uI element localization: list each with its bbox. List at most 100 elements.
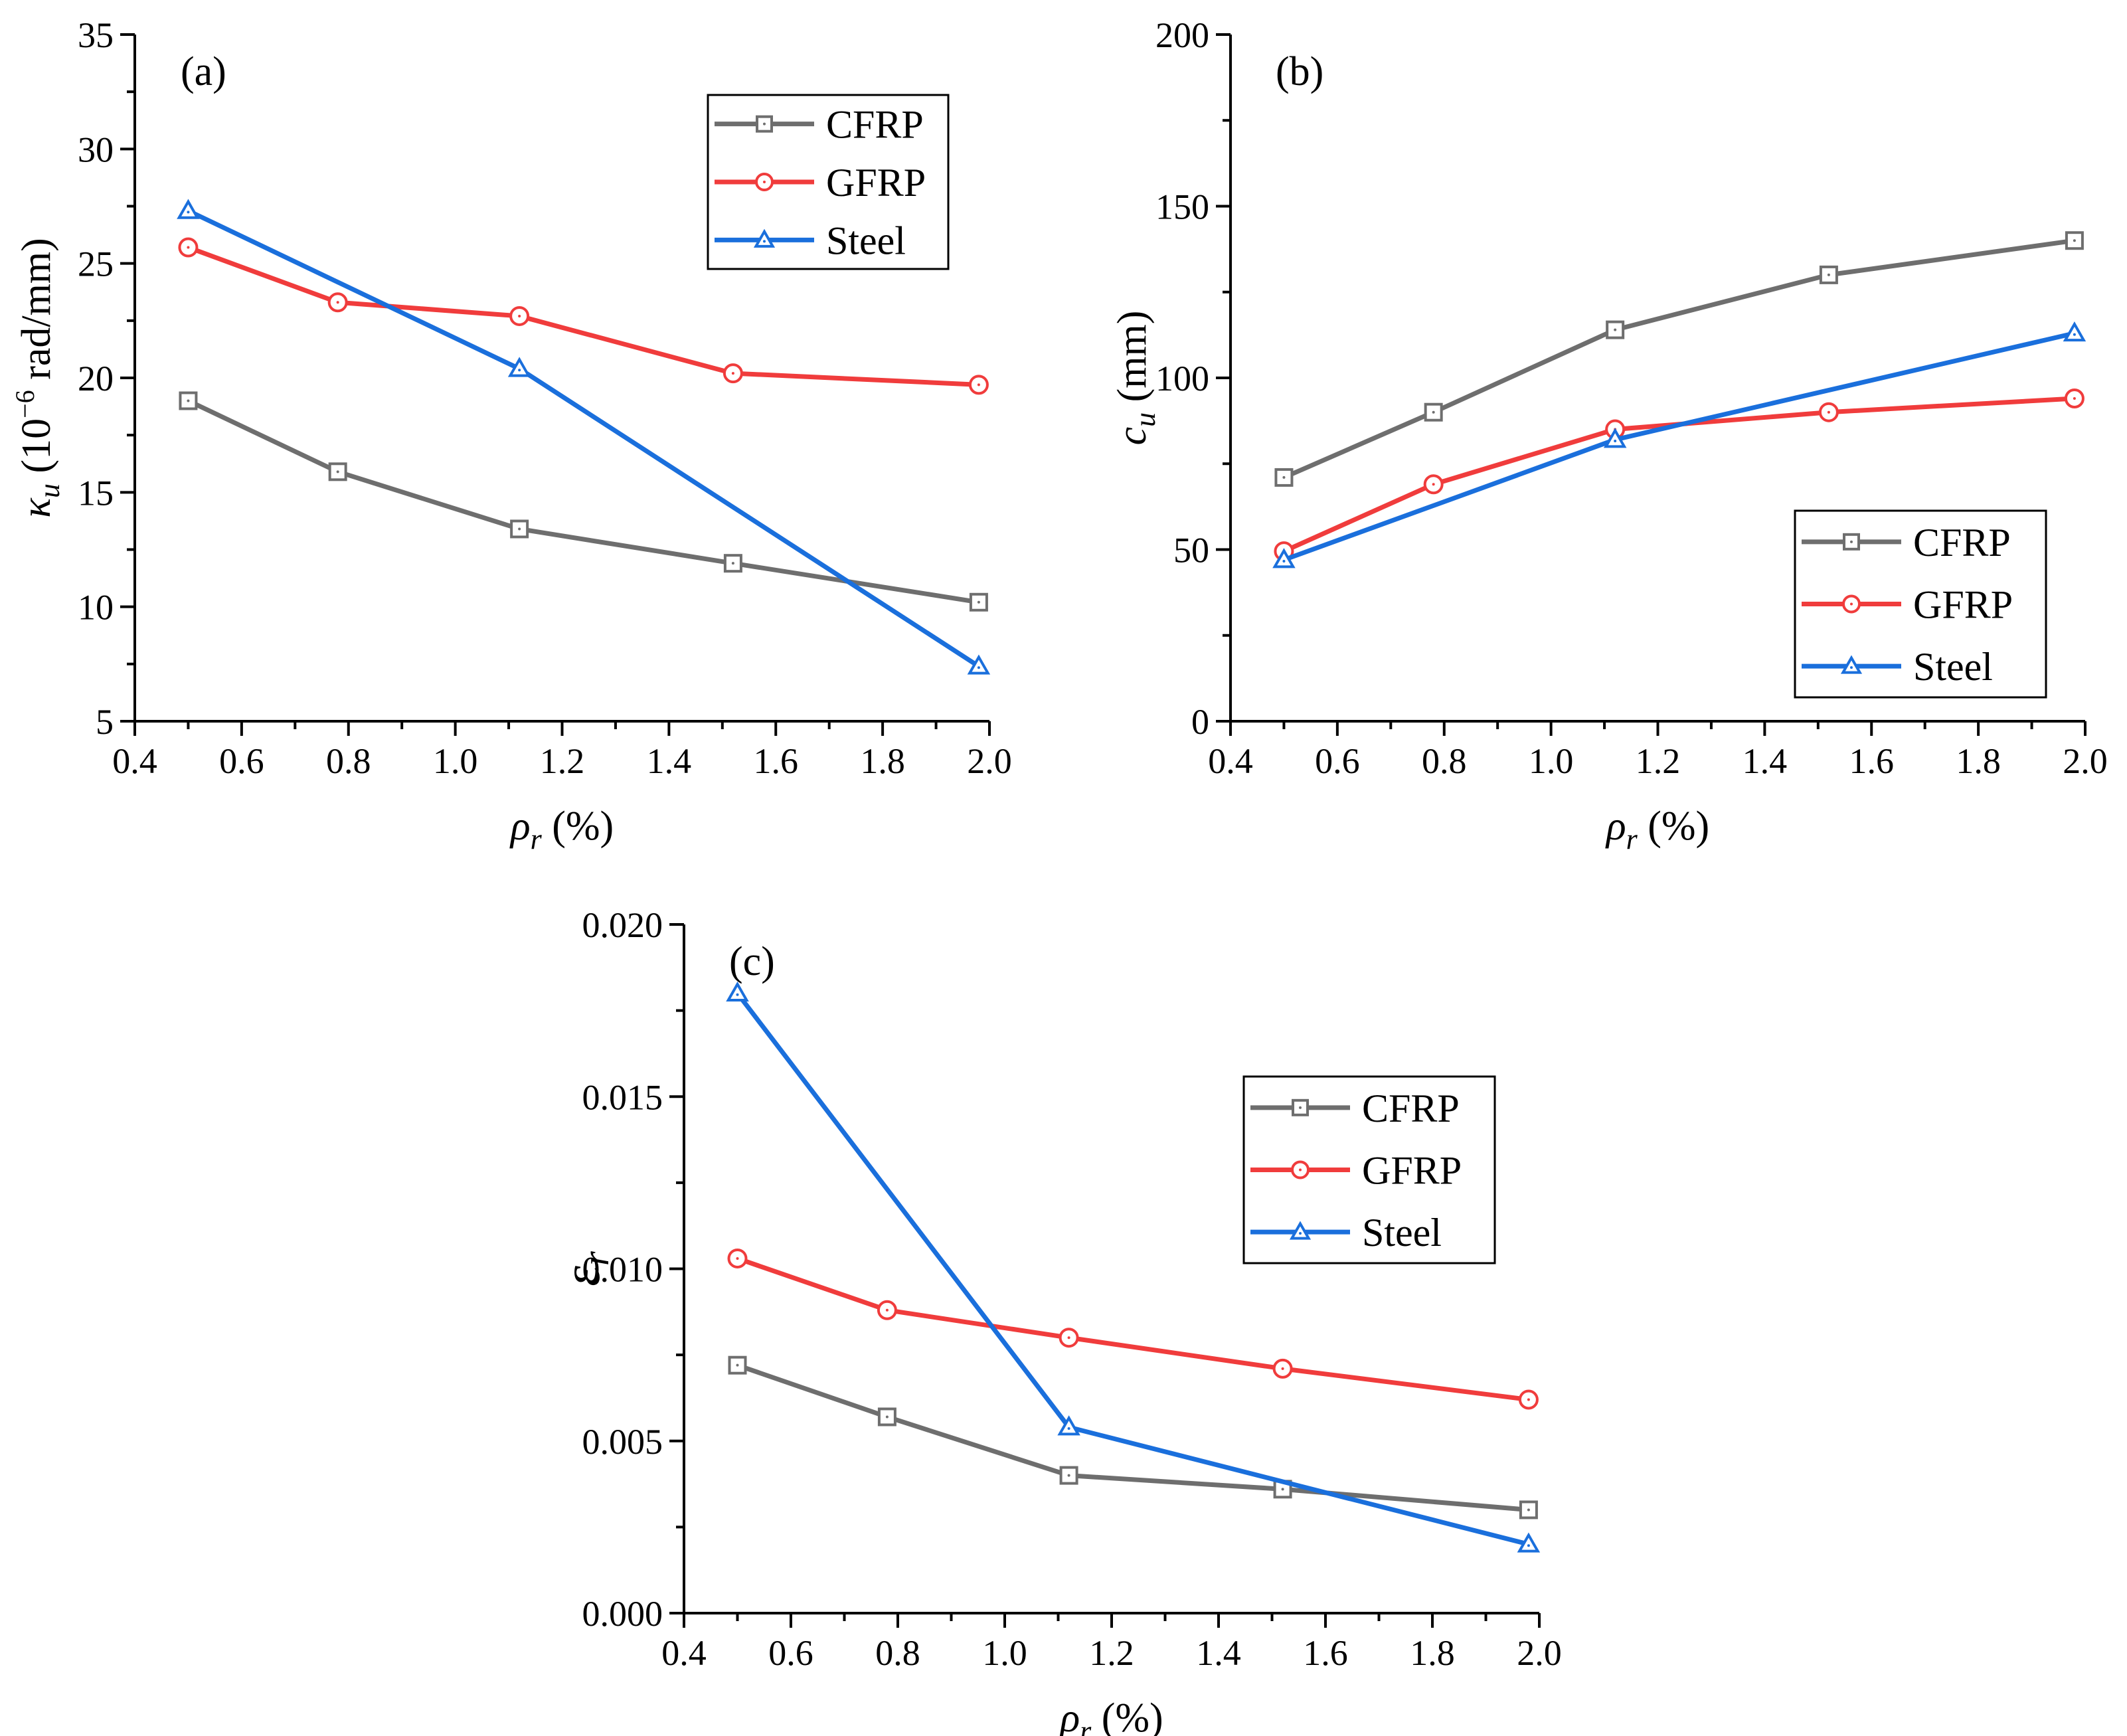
y-tick-label: 100 [1155, 359, 1209, 398]
data-point-cfrp-dot [1827, 273, 1830, 276]
x-tick-label: 0.6 [1315, 741, 1360, 781]
legend-label-steel: Steel [1913, 645, 1993, 689]
chart-panel-b: 0.4 0.6 0.8 1.0 1.2 1.4 1.6 1.8 2.0 0 50 100 150 200 ρ… [1110, 15, 2108, 855]
data-point-gfrp-dot [2073, 397, 2076, 400]
data-point-gfrp-dot [518, 314, 521, 317]
data-point-steel-dot [518, 369, 521, 372]
legend-marker-steel [1840, 655, 1863, 674]
data-point-cfrp-dot [1527, 1508, 1530, 1512]
legend-label-cfrp: CFRP [826, 103, 924, 147]
x-tick-label: 1.6 [1849, 741, 1895, 781]
y-axis-title: cu (mm) [1110, 311, 1161, 446]
y-tick-label: 200 [1155, 15, 1209, 55]
legend-label-gfrp: GFRP [1913, 583, 2013, 627]
data-point-gfrp-dot [1281, 1367, 1284, 1370]
x-axis-title: ρr (%) [1059, 1695, 1163, 1736]
x-tick-label: 1.4 [1196, 1633, 1241, 1673]
legend-label-steel: Steel [826, 218, 906, 262]
x-axis-subscript: r [1626, 823, 1638, 855]
y-tick-label: 25 [78, 244, 114, 284]
data-point-gfrp-dot [731, 372, 734, 375]
legend-marker-steel-dot [1850, 666, 1853, 669]
data-point-cfrp-dot [1282, 476, 1286, 479]
legend-label-cfrp: CFRP [1362, 1086, 1460, 1130]
x-axis-unit: (%) [542, 804, 614, 849]
legend-marker-gfrp-dot [1299, 1168, 1302, 1172]
x-tick-label: 1.0 [982, 1633, 1027, 1673]
chart-panel-c: 0.4 0.6 0.8 1.0 1.2 1.4 1.6 1.8 2.0 0.000 0.005 0.0… [553, 905, 1562, 1736]
data-point-steel-dot [2073, 333, 2076, 336]
y-tick-label: 0.020 [582, 905, 663, 945]
x-axis-symbol: ρ [1059, 1695, 1080, 1736]
data-point-cfrp-dot [2073, 239, 2076, 242]
data-point-steel [967, 654, 991, 675]
y-tick-label: 0.000 [582, 1594, 663, 1634]
x-tick-label: 2.0 [1517, 1633, 1562, 1673]
x-tick-label: 1.2 [540, 741, 585, 781]
x-axis-title: ρr (%) [1605, 804, 1709, 855]
y-tick-label: 150 [1155, 187, 1209, 227]
data-point-gfrp-dot [1067, 1336, 1070, 1340]
y-tick-label: 0.010 [582, 1250, 663, 1290]
data-point-steel [507, 357, 531, 377]
data-point-cfrp-dot [1614, 328, 1617, 331]
x-tick-label: 1.2 [1089, 1633, 1134, 1673]
y-axis-title: εr [553, 1251, 617, 1286]
x-tick-label: 1.4 [647, 741, 692, 781]
data-point-steel-dot [977, 666, 980, 669]
legend-marker-cfrp-dot [763, 122, 766, 126]
data-point-cfrp-dot [1067, 1474, 1070, 1477]
data-point-steel [1517, 1532, 1541, 1553]
data-point-gfrp-dot [736, 1257, 739, 1260]
x-tick-label: 0.4 [112, 741, 157, 781]
data-point-cfrp-dot [336, 470, 339, 474]
x-tick-label: 1.2 [1636, 741, 1681, 781]
data-point-cfrp-dot [736, 1363, 739, 1367]
y-tick-label: 35 [78, 15, 114, 55]
data-point-steel-dot [1527, 1544, 1530, 1547]
data-point-cfrp-dot [977, 600, 980, 604]
y-axis-symbol: c [1110, 427, 1155, 446]
data-point-steel [177, 199, 200, 219]
legend-label-gfrp: GFRP [1362, 1149, 1462, 1193]
y-axis-symbol: ε [553, 1266, 610, 1286]
data-point-cfrp-dot [187, 399, 190, 402]
y-axis-unit-suffix: rad/mm) [14, 238, 59, 390]
x-axis-title: ρr (%) [509, 804, 614, 855]
y-axis-unit: (mm) [1110, 311, 1155, 412]
x-axis-symbol: ρ [1605, 804, 1626, 849]
legend-label-cfrp: CFRP [1913, 521, 2011, 564]
y-axis-unit-prefix: (10 [14, 418, 59, 483]
legend-marker-gfrp-dot [1850, 602, 1853, 606]
x-tick-label: 1.8 [1410, 1633, 1455, 1673]
chart-panel-a: 0.4 0.6 0.8 1.0 1.2 1.4 1.6 1.8 2.0 5 10 15 20 25 30 35… [10, 15, 1012, 855]
x-tick-label: 1.4 [1743, 741, 1788, 781]
legend-label-steel: Steel [1362, 1211, 1442, 1255]
data-point-gfrp-dot [1432, 483, 1435, 486]
y-tick-label: 20 [78, 359, 114, 398]
data-point-steel-dot [1067, 1427, 1070, 1431]
x-tick-label: 1.6 [1303, 1633, 1348, 1673]
data-point-steel-dot [1282, 560, 1286, 563]
series-line-cfrp [187, 398, 979, 605]
x-tick-label: 0.8 [875, 1633, 920, 1673]
y-tick-label: 10 [78, 588, 114, 628]
x-tick-label: 1.8 [1956, 741, 2001, 781]
series-line-steel [187, 209, 980, 669]
y-axis-subscript: u [33, 483, 66, 498]
x-axis-subscript: r [531, 823, 543, 855]
data-point-steel [2063, 321, 2086, 342]
panel-label: (a) [181, 49, 226, 94]
data-point-gfrp-dot [977, 383, 980, 387]
data-point-gfrp-dot [187, 246, 190, 249]
data-point-gfrp-dot [1827, 410, 1830, 414]
x-tick-label: 1.0 [1529, 741, 1574, 781]
legend-marker-gfrp-dot [763, 181, 766, 183]
y-tick-label: 50 [1173, 531, 1209, 570]
x-axis-subscript: r [1080, 1715, 1092, 1736]
x-axis-unit: (%) [1091, 1695, 1163, 1736]
panel-label: (b) [1276, 49, 1323, 94]
legend-marker-steel-dot [763, 240, 766, 243]
y-axis-subscript: u [1129, 412, 1161, 427]
